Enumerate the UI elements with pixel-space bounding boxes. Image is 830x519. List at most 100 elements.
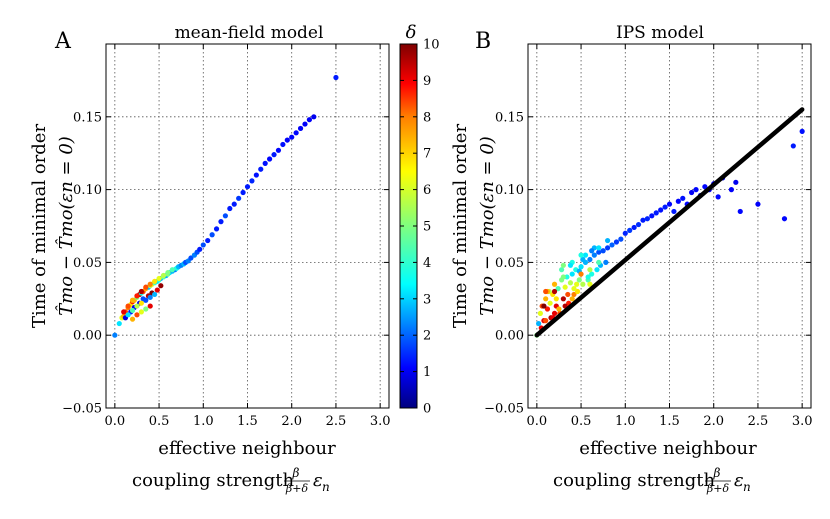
data-point — [205, 237, 211, 244]
data-point — [544, 306, 551, 312]
ytick-label: −0.05 — [484, 402, 524, 417]
ytick-label: 0.00 — [73, 329, 102, 344]
panel-a-xlabel-line2: coupling strength — [132, 470, 294, 491]
data-point — [666, 201, 673, 207]
data-point — [289, 134, 295, 140]
data-point — [662, 204, 668, 210]
xtick-label: 0.0 — [105, 414, 126, 429]
data-point — [576, 277, 582, 283]
data-point — [138, 309, 144, 315]
data-point — [567, 280, 574, 286]
panel-b-coupling-formula: β β+δ ε n — [705, 466, 751, 495]
xtick-label: 1.0 — [615, 414, 636, 429]
panel-a-epsilon-sub: n — [322, 480, 330, 494]
data-point — [165, 269, 171, 276]
data-point — [580, 256, 586, 263]
panel-a-ylabel-line2: T̂mo − T̂mo(εn = 0) — [55, 136, 77, 316]
data-point — [143, 297, 149, 303]
data-point — [209, 232, 215, 238]
panel-b-fit-line — [534, 107, 805, 338]
data-point — [587, 281, 593, 287]
colorbar-tick-label: 0 — [423, 402, 431, 417]
data-point — [284, 137, 290, 143]
data-point — [604, 237, 611, 244]
data-point — [129, 297, 136, 303]
xtick-label: 0.5 — [149, 414, 170, 429]
data-point — [262, 160, 268, 166]
colorbar-tick-label: 9 — [423, 74, 431, 89]
data-point — [138, 288, 144, 295]
data-point — [596, 249, 602, 255]
panel-b-xlabel-line1: effective neighbour — [579, 438, 757, 459]
data-point — [562, 284, 568, 290]
data-point — [253, 172, 259, 178]
data-point — [574, 288, 581, 295]
data-point — [675, 198, 681, 204]
panel-b-label: B — [475, 29, 491, 54]
data-point — [618, 236, 624, 242]
ytick-label: 0.05 — [73, 256, 102, 271]
data-point — [125, 312, 131, 318]
colorbar-tick-label: 5 — [423, 220, 431, 235]
ytick-label: 0.05 — [495, 256, 524, 271]
colorbar: δ 0 1 2 3 4 5 6 7 8 9 10 — [399, 22, 440, 417]
panel-a-yticks: −0.05 0.00 0.05 0.10 0.15 — [62, 110, 389, 417]
data-point — [152, 278, 158, 284]
panel-a-title: mean-field model — [175, 23, 324, 43]
colorbar-ticks: 0 1 2 3 4 5 6 7 8 9 10 — [400, 38, 440, 417]
data-point — [728, 187, 735, 193]
xtick-label: 2.0 — [281, 414, 302, 429]
data-point — [537, 310, 543, 316]
panel-b-xlabel-line2: coupling strength — [553, 470, 715, 491]
panel-b: B IPS model 0.0 0.5 1.0 1.5 2.0 2.5 3.0 −0.050… — [450, 23, 813, 495]
data-point — [134, 312, 140, 318]
xtick-label: 2.5 — [748, 414, 769, 429]
data-point — [249, 178, 255, 184]
data-point — [790, 143, 796, 149]
data-point — [569, 271, 575, 277]
data-point — [551, 281, 558, 287]
data-point — [559, 267, 565, 273]
ytick-label: 0.00 — [495, 329, 524, 344]
colorbar-tick-label: 2 — [423, 329, 431, 344]
colorbar-tick-label: 3 — [423, 292, 431, 307]
panel-a-frac-den: β+δ — [285, 482, 309, 495]
panel-a-frac-num: β — [292, 466, 300, 480]
data-point — [594, 267, 600, 273]
data-point — [236, 195, 242, 201]
data-point — [622, 230, 628, 236]
data-point — [267, 156, 273, 162]
panel-a: A mean-field model 0.0 0.5 1.0 1.5 2.0 2.5 3.0… — [29, 23, 391, 495]
data-point — [160, 272, 167, 279]
data-point — [596, 245, 602, 251]
panel-b-xticks: 0.0 0.5 1.0 1.5 2.0 2.5 3.0 — [527, 44, 813, 429]
data-point — [158, 283, 164, 289]
data-point — [680, 195, 686, 201]
panel-a-ylabel-line1: Time of minimal order — [29, 124, 50, 328]
data-point — [587, 256, 593, 263]
data-point — [116, 320, 122, 327]
data-point — [671, 208, 677, 215]
data-point — [275, 147, 282, 153]
data-point — [169, 267, 175, 273]
panel-b-yticks: −0.05 0.00 0.05 0.10 0.15 — [484, 110, 811, 417]
data-point — [580, 281, 586, 287]
panel-a-xticks: 0.0 0.5 1.0 1.5 2.0 2.5 3.0 — [105, 44, 391, 429]
data-point — [653, 210, 659, 216]
data-point — [112, 332, 118, 338]
data-point — [596, 259, 602, 265]
data-point — [644, 216, 650, 222]
xtick-label: 2.5 — [326, 414, 347, 429]
panel-b-frac-num: β — [713, 466, 721, 480]
data-point — [627, 227, 633, 233]
data-point — [156, 275, 162, 282]
data-point — [154, 287, 160, 293]
xtick-label: 1.5 — [659, 414, 680, 429]
data-point — [536, 320, 542, 327]
panel-b-epsilon: ε — [734, 470, 744, 491]
panel-a-points — [112, 74, 339, 338]
data-point — [200, 242, 206, 248]
data-point — [609, 242, 615, 248]
colorbar-tick-label: 10 — [423, 38, 440, 53]
data-point — [543, 296, 549, 302]
